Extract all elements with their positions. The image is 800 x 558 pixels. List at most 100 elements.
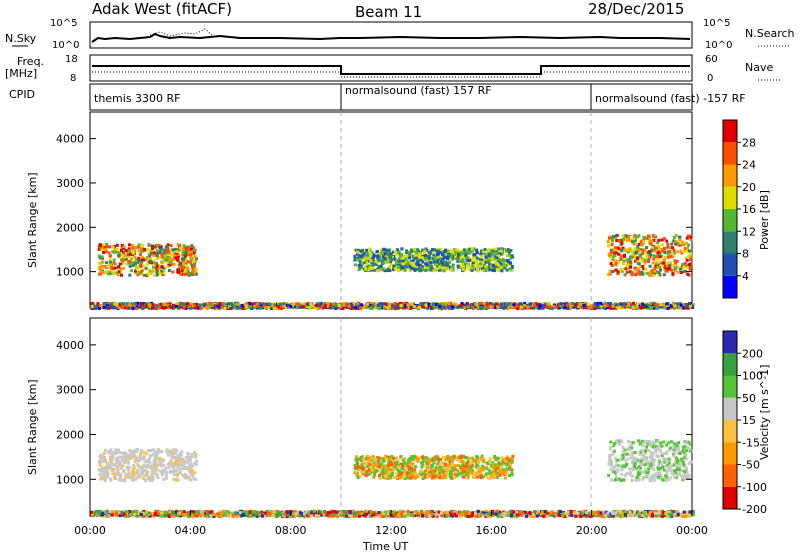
data-point xyxy=(508,254,511,257)
data-point xyxy=(134,459,137,462)
data-point xyxy=(610,262,613,265)
data-point xyxy=(283,303,286,306)
data-point xyxy=(460,304,463,307)
data-point xyxy=(395,472,398,475)
data-point xyxy=(471,457,474,460)
data-point xyxy=(463,476,466,479)
data-point xyxy=(489,457,492,460)
data-point xyxy=(661,454,664,457)
data-point xyxy=(473,253,476,256)
data-point xyxy=(494,458,497,461)
data-point xyxy=(186,452,189,455)
data-point xyxy=(138,259,141,262)
data-point xyxy=(659,303,662,306)
data-point xyxy=(133,474,136,477)
data-point xyxy=(103,456,106,459)
data-point xyxy=(650,456,653,459)
data-point xyxy=(154,473,157,476)
data-point xyxy=(647,467,650,470)
data-point xyxy=(373,473,376,476)
data-point xyxy=(634,247,637,250)
colorbar-tick-label: 12 xyxy=(742,225,756,238)
data-point xyxy=(630,257,633,260)
velocity-plot-frame xyxy=(90,318,692,516)
data-point xyxy=(654,235,657,238)
data-point xyxy=(475,465,478,468)
data-point xyxy=(634,462,637,465)
data-point xyxy=(151,245,154,248)
data-point xyxy=(112,246,115,249)
data-point xyxy=(187,270,190,273)
data-point xyxy=(180,464,183,467)
data-point xyxy=(439,269,442,272)
data-point xyxy=(113,306,116,309)
data-point xyxy=(474,303,477,306)
data-point xyxy=(457,464,460,467)
data-point xyxy=(418,255,421,258)
data-point xyxy=(676,448,679,451)
data-point xyxy=(504,267,507,270)
data-point xyxy=(378,307,381,310)
data-point xyxy=(683,456,686,459)
data-point xyxy=(607,474,610,477)
data-point xyxy=(366,252,369,255)
data-point xyxy=(548,302,551,305)
data-point xyxy=(127,260,130,263)
data-point xyxy=(649,462,652,465)
data-point xyxy=(674,267,677,270)
data-point xyxy=(324,305,327,308)
data-point xyxy=(499,306,502,309)
data-point xyxy=(620,440,623,443)
data-point xyxy=(508,474,511,477)
data-point xyxy=(138,271,141,274)
data-point xyxy=(496,467,499,470)
data-point xyxy=(401,266,404,269)
data-point xyxy=(119,460,122,463)
data-point xyxy=(152,470,155,473)
data-point xyxy=(667,441,670,444)
data-point xyxy=(640,244,643,247)
data-point xyxy=(360,457,363,460)
cpid-label: CPID xyxy=(9,88,35,101)
data-point xyxy=(575,303,578,306)
data-point xyxy=(117,270,120,273)
data-point xyxy=(471,465,474,468)
data-point xyxy=(120,467,123,470)
data-point xyxy=(442,456,445,459)
data-point xyxy=(627,457,630,460)
data-point xyxy=(113,267,116,270)
data-point xyxy=(438,471,441,474)
data-point xyxy=(448,468,451,471)
data-point xyxy=(491,303,494,306)
data-point xyxy=(131,307,134,310)
nsearch-label: N.Search xyxy=(745,27,795,40)
data-point xyxy=(507,248,510,251)
data-point xyxy=(415,473,418,476)
data-point xyxy=(647,260,650,263)
data-point xyxy=(632,302,635,305)
data-point xyxy=(183,460,186,463)
data-point xyxy=(500,269,503,272)
data-point xyxy=(566,307,569,310)
data-point xyxy=(431,464,434,467)
power-plot-frame xyxy=(90,112,692,308)
data-point xyxy=(368,247,371,250)
data-point xyxy=(457,256,460,259)
data-point xyxy=(652,262,655,265)
freq-line xyxy=(92,66,690,74)
colorbar-segment xyxy=(723,120,737,142)
beam-title: Beam 11 xyxy=(355,3,422,21)
data-point xyxy=(645,445,648,448)
data-point xyxy=(389,256,392,259)
data-point xyxy=(430,306,433,309)
data-point xyxy=(451,305,454,308)
data-point xyxy=(190,462,193,465)
data-point xyxy=(105,470,108,473)
data-point xyxy=(616,459,619,462)
data-point xyxy=(504,460,507,463)
data-point xyxy=(678,236,681,239)
data-point xyxy=(622,457,625,460)
data-point xyxy=(387,268,390,271)
data-point xyxy=(309,302,312,305)
data-point xyxy=(416,262,419,265)
